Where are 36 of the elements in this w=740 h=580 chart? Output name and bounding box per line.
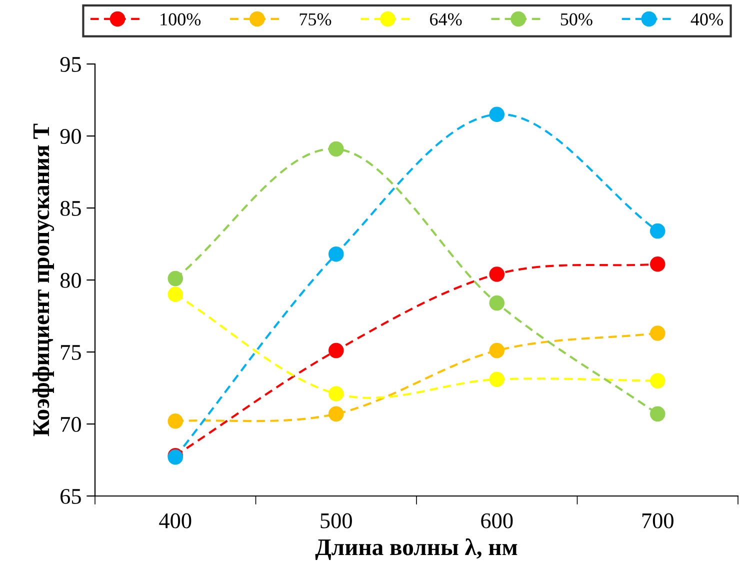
legend-label: 100% [160, 13, 201, 26]
legend-label: 75% [300, 13, 332, 26]
point [650, 223, 666, 239]
y-tick-label: 65 [60, 488, 81, 504]
y-tick-label: 75 [61, 345, 81, 360]
point [489, 106, 505, 122]
y-axis-title: Коэффициент пропускания T [32, 124, 54, 436]
x-tick-label: 700 [642, 513, 674, 528]
x-tick-label: 500 [320, 513, 352, 528]
point [650, 406, 666, 422]
point [650, 256, 666, 272]
point [168, 413, 184, 429]
y-tick-label: 70 [61, 416, 81, 432]
point [328, 386, 344, 402]
point [168, 286, 184, 302]
point [328, 141, 344, 157]
point [168, 270, 184, 286]
point [489, 295, 505, 311]
y-tick-label: 85 [60, 200, 81, 216]
y-tick-label: 80 [60, 272, 81, 288]
x-tick-label: 400 [159, 513, 192, 528]
y-tick-label: 95 [60, 56, 81, 72]
point [489, 342, 505, 358]
point [489, 372, 505, 387]
x-tick-label: 600 [481, 513, 513, 528]
legend-label: 50% [560, 13, 592, 26]
y-tick-label: 90 [60, 128, 81, 144]
point [328, 342, 344, 358]
point [328, 246, 344, 262]
point [328, 406, 344, 422]
x-axis-title: Длина волны λ, нм [315, 538, 518, 560]
point [650, 373, 666, 388]
point [650, 326, 666, 341]
legend-label: 40% [690, 13, 723, 26]
legend-label: 64% [430, 13, 462, 26]
point [489, 266, 505, 282]
